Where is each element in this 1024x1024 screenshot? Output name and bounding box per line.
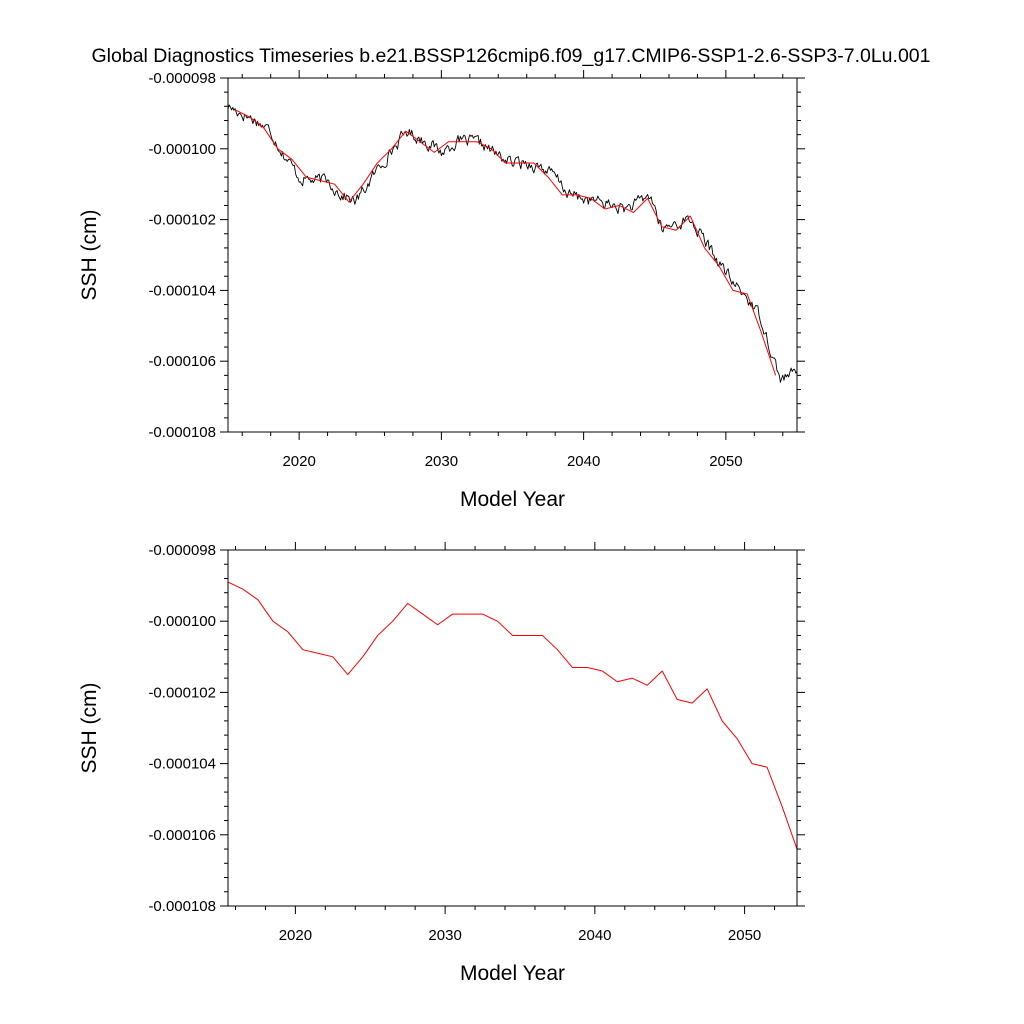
series-group xyxy=(228,104,797,383)
y-tick-label: -0.000106 xyxy=(148,353,216,370)
x-tick-label: 2040 xyxy=(578,927,611,944)
x-tick-label: 2020 xyxy=(279,927,312,944)
x-tick-label: 2050 xyxy=(728,927,761,944)
y-axis-title: SSH (cm) xyxy=(78,683,101,774)
x-axis-tick-labels: 2020 2030 2040 2050 xyxy=(279,927,762,944)
y-axis-tick-labels: -0.000098 -0.000100 -0.000102 -0.000104 -0.0… xyxy=(148,542,216,915)
monthly-series-line xyxy=(228,104,797,383)
axis-ticks xyxy=(220,542,805,914)
y-tick-label: -0.000100 xyxy=(148,613,216,630)
y-tick-label: -0.000098 xyxy=(148,70,216,87)
y-tick-label: -0.000104 xyxy=(148,756,216,773)
y-tick-label: -0.000108 xyxy=(148,898,216,915)
y-tick-label: -0.000102 xyxy=(148,212,216,229)
x-axis-tick-labels: 2020 2030 2040 2050 xyxy=(282,453,742,470)
plot-frame xyxy=(227,77,798,433)
y-tick-label: -0.000102 xyxy=(148,684,216,701)
monthly-annual-panel: -0.000098 -0.000100 -0.000102 -0.000104 -0.0… xyxy=(78,70,805,511)
x-tick-label: 2030 xyxy=(428,927,461,944)
x-tick-label: 2050 xyxy=(709,453,742,470)
annual-panel: -0.000098 -0.000100 -0.000102 -0.000104 -0.0… xyxy=(78,542,805,985)
x-tick-label: 2040 xyxy=(567,453,600,470)
plot-area xyxy=(227,77,798,433)
y-axis-title: SSH (cm) xyxy=(78,210,101,301)
y-tick-label: -0.000104 xyxy=(148,282,216,299)
x-axis-title: Model Year xyxy=(460,962,565,985)
y-tick-label: -0.000100 xyxy=(148,141,216,158)
annual-series-line xyxy=(234,109,777,376)
plot-frame xyxy=(227,549,798,907)
y-tick-label: -0.000106 xyxy=(148,827,216,844)
x-tick-label: 2020 xyxy=(282,453,315,470)
axis-ticks xyxy=(220,70,805,440)
x-axis-title: Model Year xyxy=(460,488,565,511)
y-axis-tick-labels: -0.000098 -0.000100 -0.000102 -0.000104 -0.0… xyxy=(148,70,216,441)
annual-series-line xyxy=(228,581,797,850)
plot-area xyxy=(227,549,798,907)
series-group xyxy=(228,581,797,850)
x-tick-label: 2030 xyxy=(425,453,458,470)
y-tick-label: -0.000098 xyxy=(148,542,216,559)
figure-title: Global Diagnostics Timeseries b.e21.BSSP… xyxy=(92,45,931,67)
y-tick-label: -0.000108 xyxy=(148,424,216,441)
